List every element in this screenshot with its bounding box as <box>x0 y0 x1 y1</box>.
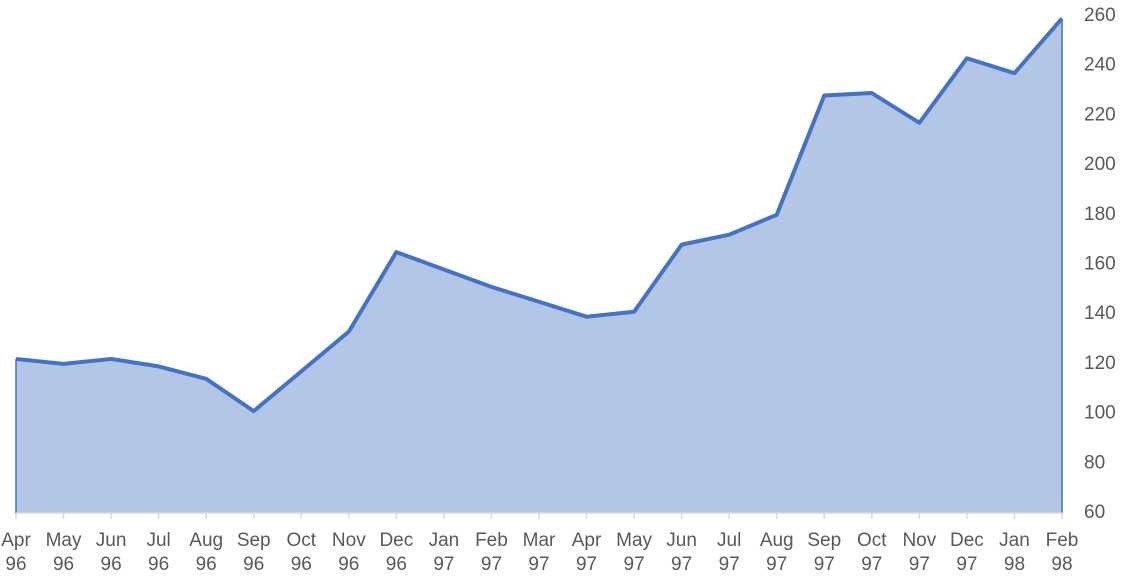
x-tick-label: Apr 97 <box>571 530 602 575</box>
x-tick-label: Jul 96 <box>146 530 171 575</box>
x-tick-label: Feb 97 <box>475 530 508 575</box>
x-tick-label: Mar 97 <box>522 530 556 575</box>
x-tick-label: Jun 96 <box>95 530 127 575</box>
x-tick-label: Apr 96 <box>1 530 31 575</box>
y-tick-label: 260 <box>1084 5 1116 26</box>
y-tick-label: 160 <box>1084 254 1116 275</box>
x-tick-label: Dec 97 <box>950 530 984 575</box>
y-tick-label: 80 <box>1084 452 1105 473</box>
y-tick-label: 180 <box>1084 204 1116 225</box>
y-tick-label: 120 <box>1084 353 1116 374</box>
x-tick-label: Sep 97 <box>807 530 842 575</box>
y-tick-label: 140 <box>1084 303 1116 324</box>
x-tick-label: Sep 96 <box>236 530 271 575</box>
x-tick-label: Feb 98 <box>1045 530 1079 575</box>
x-tick-label: Jan 98 <box>999 530 1030 575</box>
x-tick-label: Dec 96 <box>379 530 414 575</box>
x-tick-label: Jun 97 <box>666 530 697 575</box>
y-tick-label: 100 <box>1084 403 1116 424</box>
x-tick-label: May 97 <box>616 530 653 575</box>
x-tick-label: Aug 96 <box>189 530 224 575</box>
area-fill <box>16 18 1062 514</box>
y-tick-label: 60 <box>1084 502 1105 523</box>
x-tick-label: Oct 97 <box>857 530 887 575</box>
x-tick-label: May 96 <box>45 530 82 575</box>
x-tick-label: Aug 97 <box>759 530 794 575</box>
x-tick-label: Oct 96 <box>286 530 317 575</box>
line <box>15 17 1064 414</box>
y-tick-label: 220 <box>1084 104 1116 125</box>
x-tick-label: Jul 97 <box>717 530 742 575</box>
y-tick-label: 240 <box>1084 55 1116 76</box>
x-tick-label: Nov 97 <box>902 530 937 575</box>
x-tick-label: Nov 96 <box>331 530 366 575</box>
x-tick-label: Jan 97 <box>428 530 460 575</box>
y-tick-label: 200 <box>1084 154 1116 175</box>
